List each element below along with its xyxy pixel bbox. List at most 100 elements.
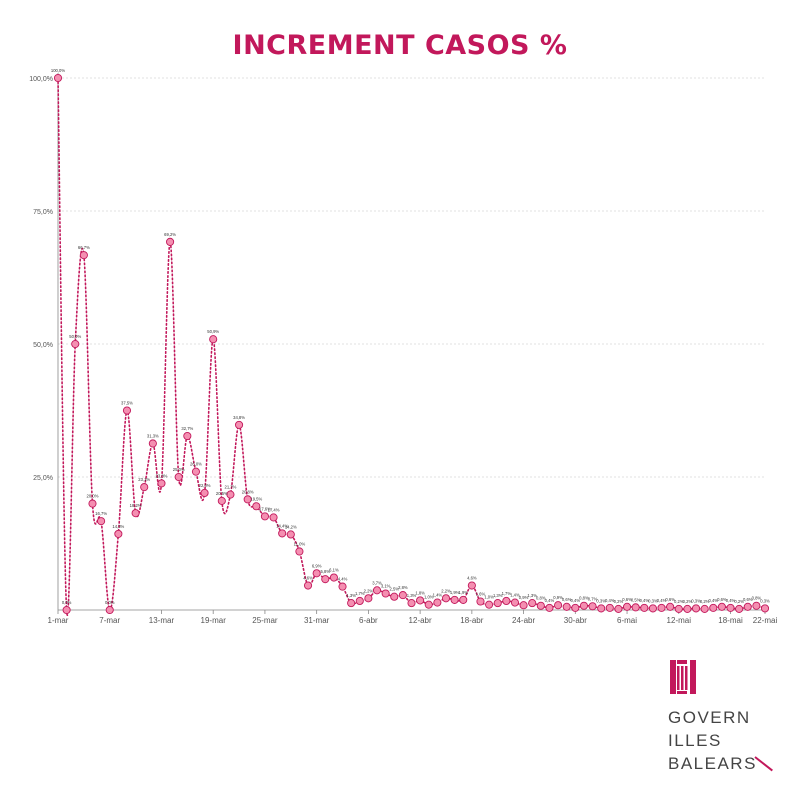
data-label: 66,7% xyxy=(78,245,90,250)
data-point xyxy=(631,603,640,612)
data-label: 0,4% xyxy=(571,598,581,603)
data-point xyxy=(416,596,425,605)
data-point xyxy=(252,502,261,511)
data-label: 0,0% xyxy=(105,600,115,605)
data-point xyxy=(122,406,132,415)
x-tick-label: 6-abr xyxy=(359,616,378,625)
x-tick-label: 18-mai xyxy=(718,616,743,625)
data-point xyxy=(433,598,442,607)
data-point xyxy=(114,529,123,538)
data-label: 31,3% xyxy=(147,433,159,438)
data-label: 0,4% xyxy=(726,598,736,603)
data-label: 69,2% xyxy=(164,232,176,237)
data-point xyxy=(683,604,692,613)
data-label: 0,6% xyxy=(665,597,675,602)
data-point xyxy=(709,603,718,612)
data-point xyxy=(493,599,502,608)
y-tick-label: 75,0% xyxy=(33,209,53,216)
data-label: 2,2% xyxy=(441,588,451,593)
data-label: 0,7% xyxy=(588,596,598,601)
data-label: 0,9% xyxy=(519,595,529,600)
logo-slash xyxy=(754,756,773,772)
data-point xyxy=(666,602,675,611)
data-label: 1,4% xyxy=(433,593,443,598)
data-label: 50,0% xyxy=(69,334,81,339)
data-label: 50,9% xyxy=(207,329,219,334)
data-labels: 100,0% 0,0% 50,0% 66,7% 20,0% 16,7% 0,0% 14,3% 3… xyxy=(51,68,770,605)
data-point xyxy=(329,573,338,582)
data-label: 6,9% xyxy=(312,563,322,568)
data-point xyxy=(191,467,201,476)
data-label: 2,8% xyxy=(398,585,408,590)
data-point xyxy=(640,603,649,612)
data-point xyxy=(528,599,537,608)
data-label: 0,3% xyxy=(760,598,770,603)
data-point xyxy=(286,530,295,539)
data-point xyxy=(743,602,752,611)
data-point xyxy=(510,598,520,607)
data-label: 17,6% xyxy=(259,506,271,511)
data-label: 1,6% xyxy=(476,591,486,596)
balearic-crest-icon xyxy=(670,660,696,694)
data-label: 0,8% xyxy=(752,596,762,601)
data-point xyxy=(183,431,192,441)
data-point xyxy=(140,483,149,492)
data-point xyxy=(536,601,545,610)
data-label: 0,6% xyxy=(717,597,727,602)
data-point xyxy=(467,581,476,590)
data-label: 1,7% xyxy=(355,591,365,596)
chart-title: INCREMENT CASOS % xyxy=(232,30,568,61)
data-point xyxy=(579,601,588,610)
data-point xyxy=(97,517,106,526)
y-tick-label: 100,0% xyxy=(29,76,53,83)
x-tick-label: 30-abr xyxy=(564,616,587,625)
data-point xyxy=(735,604,744,613)
data-point xyxy=(752,601,761,610)
data-label: 34,8% xyxy=(233,415,245,420)
data-point xyxy=(303,581,313,590)
logo-text-govern: GOVERN xyxy=(668,708,751,727)
axes xyxy=(57,73,765,611)
data-label: 26,0% xyxy=(190,462,202,467)
data-label: 1,3% xyxy=(346,593,356,598)
data-point xyxy=(174,472,183,482)
data-point xyxy=(364,594,373,603)
data-point xyxy=(157,479,166,488)
data-label: 20,8% xyxy=(242,489,254,494)
x-tick-label: 19-mar xyxy=(201,616,227,625)
data-label: 2,2% xyxy=(364,588,374,593)
x-tick-label: 13-mar xyxy=(149,616,175,625)
data-point xyxy=(235,420,244,429)
series-line xyxy=(57,77,766,616)
data-label: 0,8% xyxy=(579,596,589,601)
data-label: 17,4% xyxy=(268,507,280,512)
data-label: 14,3% xyxy=(112,524,124,529)
data-label: 0,3% xyxy=(596,598,606,603)
data-point xyxy=(381,589,390,598)
data-point xyxy=(441,594,451,603)
data-label: 0,4% xyxy=(640,598,650,603)
data-point xyxy=(338,582,347,591)
x-tick-labels: 1-mar 7-mar 13-mar 19-mar 25-mar 31-mar 6-abr 1… xyxy=(48,610,778,625)
data-point xyxy=(450,595,459,604)
data-point xyxy=(485,600,494,609)
x-tick-label: 7-mar xyxy=(99,616,120,625)
data-point xyxy=(424,600,433,609)
data-point xyxy=(355,596,364,606)
data-point xyxy=(79,251,88,260)
data-point xyxy=(200,488,209,498)
data-point xyxy=(62,605,71,615)
x-tick-label: 1-mar xyxy=(48,616,69,625)
data-point xyxy=(476,597,485,606)
data-point xyxy=(398,591,407,600)
data-label: 23,1% xyxy=(138,477,150,482)
x-tick-label: 22-mai xyxy=(753,616,778,625)
data-point xyxy=(243,495,252,504)
data-label: 18,2% xyxy=(130,503,142,508)
data-label: 1,3% xyxy=(407,593,417,598)
data-label: 0,2% xyxy=(614,599,624,604)
data-point xyxy=(407,599,416,608)
data-label: 2,5% xyxy=(389,587,399,592)
data-label: 37,5% xyxy=(121,401,133,406)
data-label: 1,0% xyxy=(484,595,494,600)
